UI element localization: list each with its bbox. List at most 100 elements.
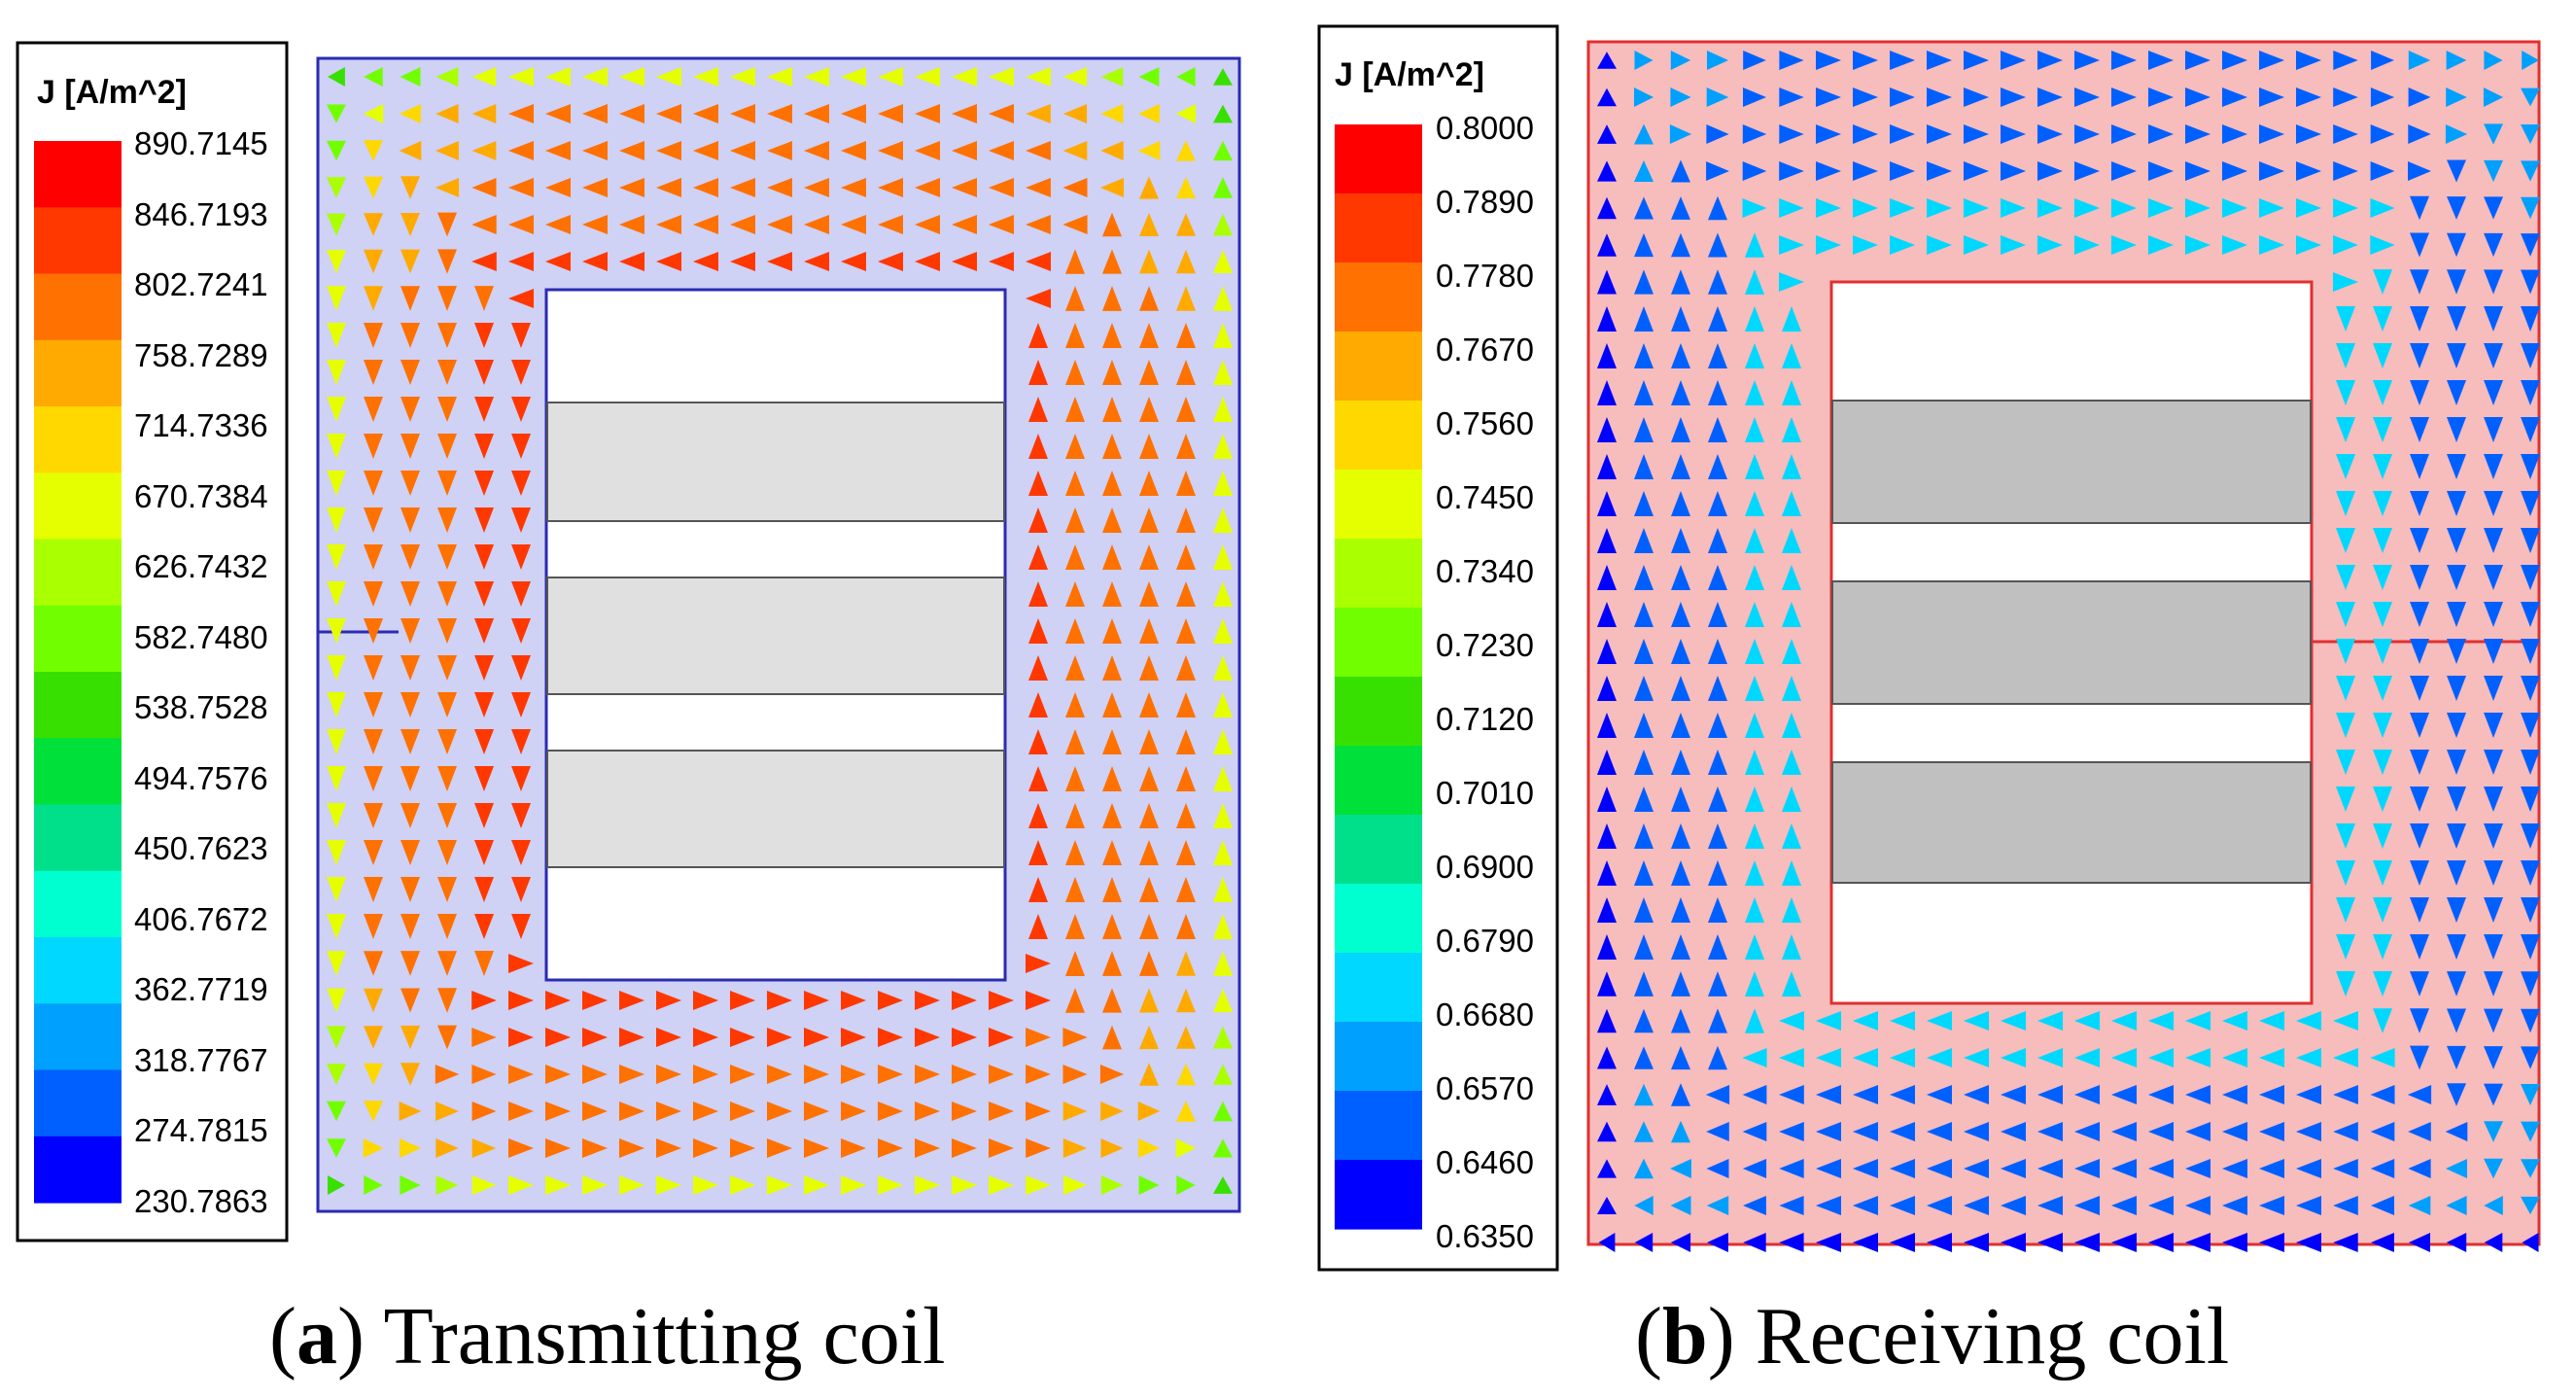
current-arrow [730,67,755,87]
current-arrow [1139,766,1159,791]
current-arrow [545,67,571,87]
current-arrow [2370,124,2395,144]
current-arrow [1964,1159,1989,1178]
current-arrow [1598,1233,1616,1252]
current-arrow [364,323,383,348]
current-arrow [1597,823,1617,849]
current-arrow [1213,68,1233,86]
current-arrow [471,178,497,197]
current-arrow [328,1175,345,1195]
current-arrow [1782,971,1801,997]
current-arrow [2185,1048,2210,1067]
current-arrow [2445,1122,2468,1141]
current-arrow [656,1175,681,1195]
current-arrow [2333,1159,2358,1178]
current-arrow [2037,51,2063,70]
current-arrow [2336,860,2355,886]
current-arrow [1671,1083,1690,1106]
current-arrow [1708,1008,1727,1033]
current-arrow [1890,87,1915,107]
current-arrow [2333,1196,2358,1215]
current-arrow [435,1138,459,1158]
current-arrow [2259,124,2284,144]
current-arrow [2148,198,2174,218]
current-arrow [1745,269,1764,295]
current-arrow [2410,787,2429,812]
current-arrow [2521,565,2540,590]
current-arrow [1597,269,1617,295]
current-arrow [1065,249,1085,274]
current-arrow [915,252,940,271]
current-arrow [1213,988,1233,1013]
current-arrow [1779,1159,1804,1178]
current-arrow [2410,750,2429,775]
current-arrow [2333,124,2358,144]
current-arrow [1745,232,1764,258]
current-arrow [2521,124,2540,144]
current-arrow [2373,934,2392,960]
legend-a-title: J [A/m^2] [37,74,187,111]
current-arrow [2373,380,2392,405]
current-arrow [1706,1122,1729,1141]
current-arrow [400,766,420,791]
current-arrow [1102,1025,1122,1050]
current-arrow [2410,232,2429,258]
current-arrow [582,141,608,160]
colorbar-cell [1335,815,1422,885]
current-arrow [582,215,608,234]
current-arrow [1213,618,1233,644]
current-arrow [1213,1026,1233,1049]
current-arrow [1669,124,1692,144]
tick-label: 0.8000 [1436,110,1534,146]
current-arrow [1745,750,1764,775]
current-arrow [2148,235,2174,255]
current-arrow [1634,454,1654,479]
current-arrow [1890,1233,1915,1252]
current-arrow [2521,602,2540,627]
current-arrow [2373,787,2392,812]
current-arrow [1927,235,1952,255]
current-arrow [2259,51,2284,70]
current-arrow [2336,306,2355,332]
current-arrow [327,140,346,161]
current-arrow [327,544,346,570]
current-arrow [1597,52,1617,69]
current-arrow [2148,124,2174,144]
current-arrow [693,252,718,271]
current-arrow [1139,249,1159,274]
current-arrow [400,618,420,644]
current-arrow [1597,639,1617,664]
current-arrow [1176,692,1196,717]
current-arrow [1026,1102,1051,1121]
current-arrow [2222,1011,2247,1031]
current-arrow [1634,860,1654,886]
current-arrow [2185,161,2210,181]
current-arrow [2074,198,2100,218]
current-arrow [1708,639,1727,664]
current-arrow [1139,507,1159,533]
current-arrow [437,360,457,385]
current-arrow [1745,565,1764,590]
current-arrow [2336,639,2355,664]
current-arrow [952,991,977,1010]
current-arrow [1670,1233,1691,1252]
current-arrow [1782,602,1801,627]
plot-a [316,56,1241,1213]
current-arrow [730,178,755,197]
current-arrow [1927,1196,1952,1215]
current-arrow [400,914,420,939]
current-arrow [2373,639,2392,664]
current-arrow [508,178,534,197]
current-arrow [2037,1011,2063,1031]
current-arrow [400,1175,421,1195]
current-arrow [1743,1196,1766,1215]
current-arrow [2185,1196,2210,1215]
current-arrow [2521,306,2540,332]
current-arrow [1816,1011,1841,1031]
current-arrow [327,1026,346,1049]
current-arrow [364,1175,383,1195]
colorbar-b [1335,124,1422,1230]
current-arrow [2521,233,2540,257]
current-arrow [2447,713,2466,738]
current-arrow [1708,528,1727,553]
